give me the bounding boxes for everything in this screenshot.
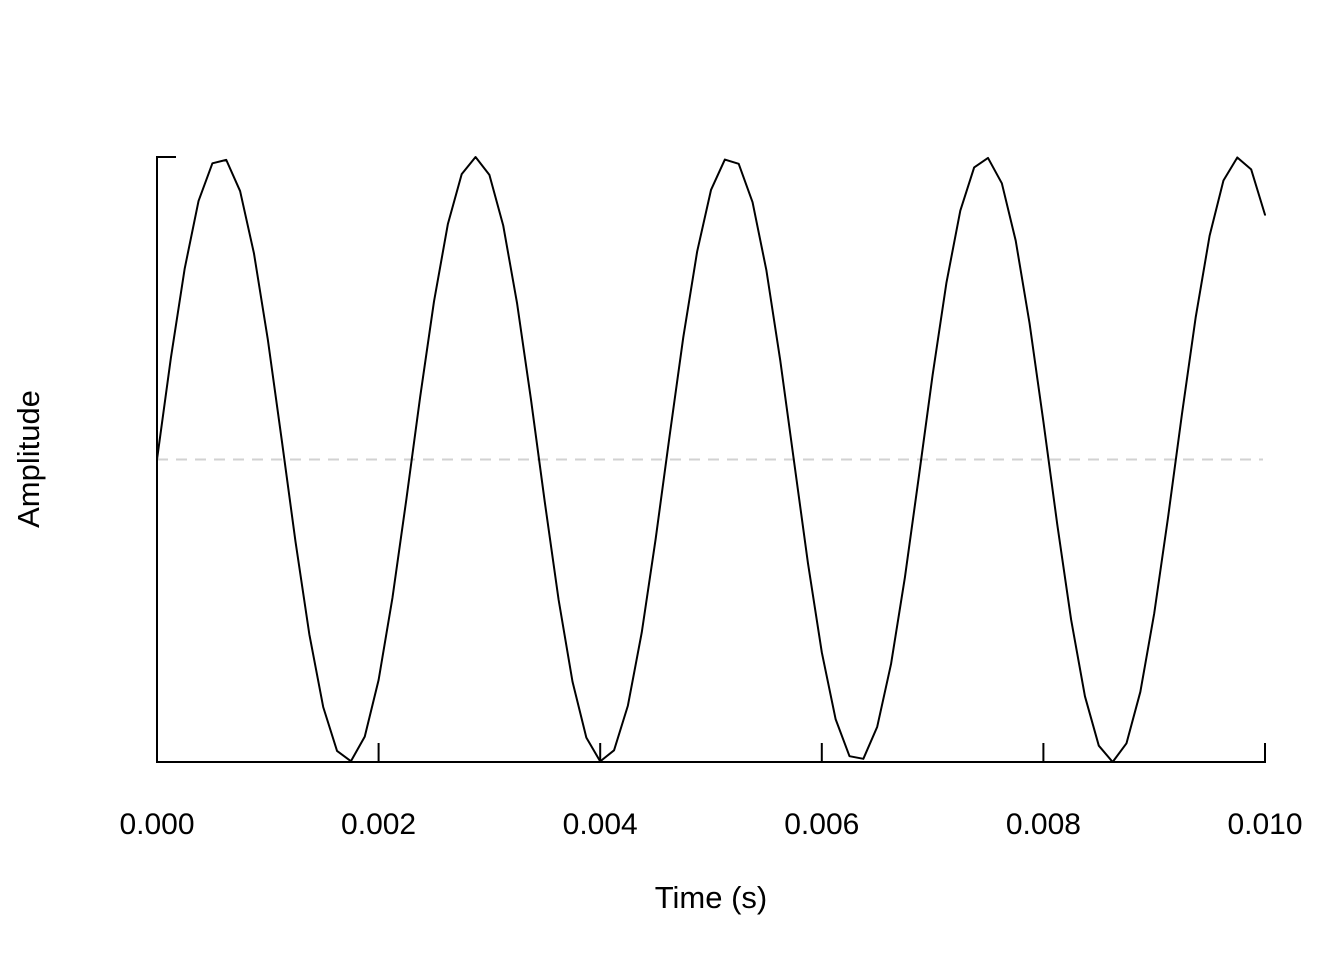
x-tick-label: 0.006 (784, 808, 859, 841)
x-tick-label: 0.004 (563, 808, 638, 841)
x-tick-label: 0.000 (119, 808, 194, 841)
y-axis-title: Amplitude (11, 390, 46, 528)
x-axis-title: Time (s) (655, 880, 768, 915)
x-tick-label: 0.010 (1227, 808, 1302, 841)
sine-wave-line (156, 156, 1266, 763)
x-tick-label: 0.002 (341, 808, 416, 841)
y-axis-ticks (157, 156, 176, 763)
x-axis-tick-labels: 0.000 0.002 0.004 0.006 0.008 0.010 (119, 808, 1302, 841)
x-tick-label: 0.008 (1006, 808, 1081, 841)
x-axis-ticks (156, 743, 1266, 762)
